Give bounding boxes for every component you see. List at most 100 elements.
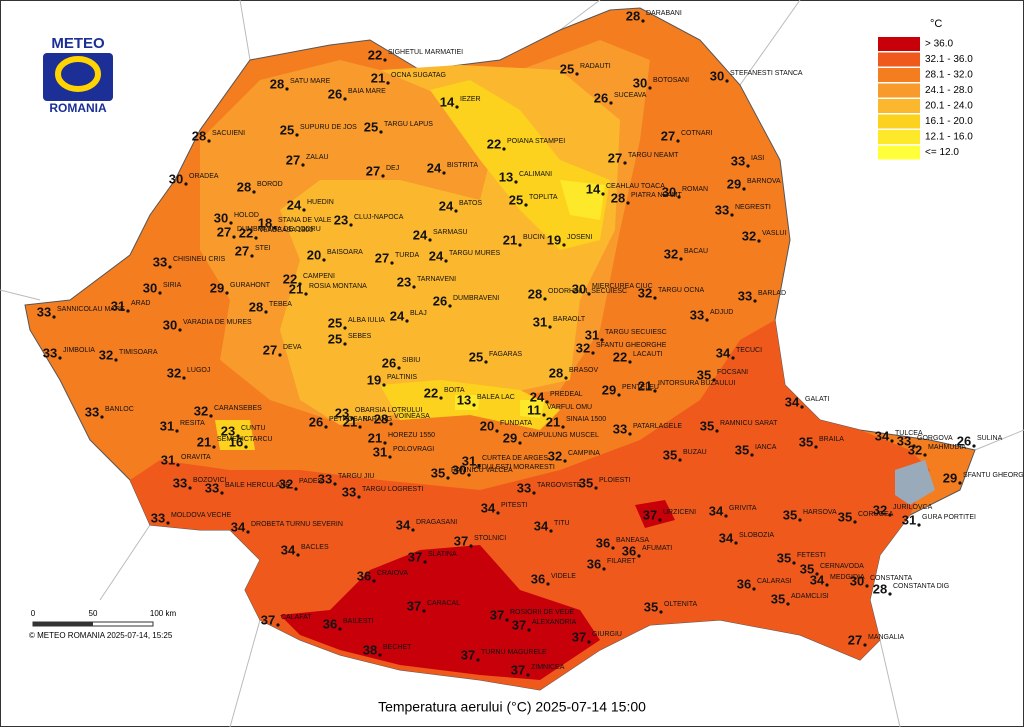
- legend-label: 32.1 - 36.0: [925, 54, 973, 65]
- station: 30 CONSTANTA: [850, 573, 913, 588]
- station-temp: 25: [509, 192, 523, 207]
- station-name: PARANG: [363, 416, 392, 423]
- station-dot: [338, 627, 342, 631]
- station-name: BAILE HERCULANE: [225, 482, 290, 489]
- station-dot: [658, 518, 662, 522]
- station-temp: 32: [194, 403, 208, 418]
- station-temp: 35: [783, 507, 797, 522]
- station-temp: 32: [742, 228, 756, 243]
- station-dot: [324, 425, 328, 429]
- legend-label: 12.1 - 16.0: [925, 132, 973, 143]
- station-dot: [212, 445, 216, 449]
- station-name: TARGU LOGRESTI: [362, 486, 423, 493]
- station: 26 DUMBRAVENI: [433, 293, 499, 308]
- station-dot: [514, 180, 518, 184]
- station: 24 PREDEAL: [530, 389, 583, 404]
- station: 13 CALIMANI: [499, 169, 552, 184]
- station: 35 OLTENITA: [644, 599, 698, 614]
- station-temp: 33: [715, 202, 729, 217]
- station-dot: [302, 208, 306, 212]
- station-temp: 27: [217, 224, 231, 239]
- station: 35 HARSOVA: [783, 507, 837, 522]
- legend-label: > 36.0: [925, 39, 954, 50]
- station-name: POIANA STAMPEI: [507, 138, 565, 145]
- station: 33 TARGU LOGRESTI: [342, 484, 424, 499]
- station-dot: [182, 376, 186, 380]
- station: 25 TOPLITA: [509, 192, 558, 207]
- station: 35 CERNAVODA: [800, 561, 864, 576]
- station-name: TARNAVENI: [417, 276, 456, 283]
- station-temp: 34: [716, 345, 731, 360]
- station-temp: 32: [167, 365, 181, 380]
- station-name: GURAHONT: [230, 282, 271, 289]
- station: 34 DRAGASANI: [396, 517, 458, 532]
- station-temp: 31: [373, 444, 387, 459]
- station: 32 CARANSEBES: [194, 403, 262, 418]
- station-temp: 27: [235, 243, 249, 258]
- station-temp: 22: [239, 225, 253, 240]
- station-temp: 31: [160, 418, 174, 433]
- station: 35 BUZAU: [663, 447, 707, 462]
- station-name: TURDA: [395, 252, 419, 259]
- station-temp: 37: [572, 629, 586, 644]
- station-temp: 23: [334, 212, 348, 227]
- station: 25 SUPURU DE JOS: [280, 122, 357, 137]
- station-name: VASLUI: [762, 230, 786, 237]
- station-temp: 34: [481, 500, 496, 515]
- stations: 28 DARABANI 30 STEFANESTI STANCA 25 RADAUTI 30…: [37, 8, 1024, 677]
- station-temp: 35: [838, 509, 852, 524]
- station-name: BANEASA: [616, 537, 649, 544]
- station-dot: [220, 491, 224, 495]
- station: 34 DROBETA TURNU SEVERIN: [231, 519, 343, 534]
- station-dot: [561, 425, 565, 429]
- station-name: GRIVITA: [729, 505, 757, 512]
- station-name: URZICENI: [663, 509, 696, 516]
- station-dot: [526, 673, 530, 677]
- station-temp: 34: [810, 572, 825, 587]
- station-name: DEDULESTI MORARESTI: [472, 464, 555, 471]
- station-dot: [564, 376, 568, 380]
- station-temp: 38: [363, 642, 377, 657]
- station-dot: [705, 318, 709, 322]
- station-temp: 21: [368, 430, 382, 445]
- station-dot: [383, 58, 387, 62]
- station: 33 SANNICOLAU MARE: [37, 304, 125, 319]
- station-temp: 36: [596, 535, 610, 550]
- station-temp: 36: [622, 543, 636, 558]
- station-dot: [524, 203, 528, 207]
- station-dot: [518, 441, 522, 445]
- station-dot: [623, 161, 627, 165]
- station-name: GORGOVA: [917, 435, 953, 442]
- station-name: COTNARI: [681, 130, 713, 137]
- station-name: AFUMATI: [642, 545, 672, 552]
- station-temp: 22: [487, 136, 501, 151]
- station-name: SACUIENI: [212, 130, 245, 137]
- station-temp: 14: [440, 94, 455, 109]
- station-temp: 33: [738, 288, 752, 303]
- station-dot: [731, 356, 735, 360]
- station: 32 TARGU OCNA: [638, 285, 705, 300]
- station-dot: [382, 383, 386, 387]
- station-temp: 27: [366, 163, 380, 178]
- station-name: OBARSIA LOTRULUI: [355, 407, 422, 414]
- station-name: TEBEA: [269, 301, 292, 308]
- station-dot: [527, 628, 531, 632]
- station: 27 DEVA: [263, 342, 302, 357]
- station-dot: [742, 187, 746, 191]
- station-temp: 21: [546, 414, 560, 429]
- station-name: BOTOSANI: [653, 77, 689, 84]
- station-name: STOLNICI: [474, 535, 506, 542]
- station: 35 ADAMCLISI: [771, 591, 829, 606]
- station-dot: [176, 463, 180, 467]
- station: 11 VARFUL OMU: [527, 402, 592, 417]
- station: 25 TARGU LAPUS: [364, 119, 433, 134]
- station-temp: 32: [664, 246, 678, 261]
- station-name: CEAHLAU TOACA: [606, 183, 665, 190]
- station-temp: 31: [533, 314, 547, 329]
- station-temp: 36: [737, 576, 751, 591]
- station: 33 TARGOVISTE: [517, 480, 582, 495]
- station-dot: [285, 87, 289, 91]
- station-dot: [757, 239, 761, 243]
- station-name: FUNDATA: [500, 420, 532, 427]
- station-dot: [469, 544, 473, 548]
